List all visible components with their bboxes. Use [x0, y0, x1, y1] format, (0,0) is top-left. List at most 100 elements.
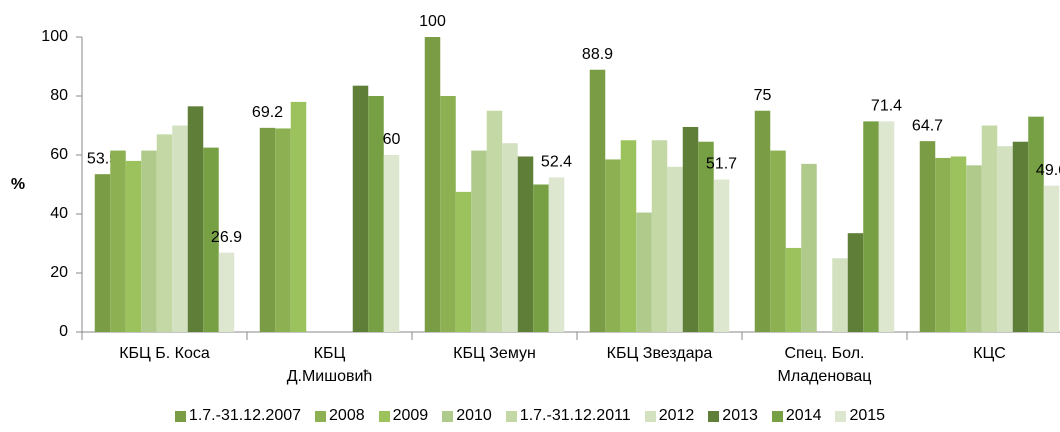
y-axis-label: % [11, 176, 25, 193]
bar [259, 127, 276, 332]
bar [455, 191, 472, 332]
bar [125, 160, 142, 332]
bar [919, 141, 936, 332]
legend-label: 1.7.-31.12.2007 [188, 407, 302, 424]
legend-item: 2015 [835, 407, 885, 425]
data-label: 71.4 [871, 98, 902, 115]
data-label: 64.7 [912, 117, 943, 134]
bar [440, 96, 456, 332]
data-label: 51.7 [706, 156, 737, 173]
bar [486, 110, 503, 332]
bar [620, 140, 637, 332]
bar [533, 184, 549, 332]
legend-swatch [442, 410, 454, 422]
legend-item: 2014 [771, 407, 822, 425]
bar [383, 155, 400, 332]
bar [878, 121, 895, 333]
bar [502, 143, 518, 332]
y-tick-label: 0 [59, 323, 68, 340]
data-label: 52.4 [541, 154, 572, 171]
data-label: 49.6 [1036, 162, 1060, 179]
legend-item: 2013 [708, 407, 758, 425]
legend-label: 2008 [329, 407, 365, 424]
y-tick-label: 40 [50, 205, 68, 222]
legend-swatch [378, 410, 390, 422]
bar [950, 156, 967, 332]
legend-item: 2010 [442, 407, 492, 425]
legend-label: 2009 [392, 407, 429, 424]
x-tick-label: Спец. Бол. Младеновац [777, 345, 872, 385]
bar [997, 146, 1013, 332]
legend-label: 2015 [849, 407, 886, 424]
bar [935, 157, 951, 332]
legend-item: 1.7.-31.12.2007 [174, 407, 302, 425]
bar [770, 150, 786, 332]
data-label: 60 [383, 131, 401, 148]
bar [698, 141, 714, 332]
bar [832, 258, 848, 332]
y-tick-label: 60 [50, 146, 68, 163]
legend-label: 2010 [456, 407, 492, 424]
legend-swatch [835, 410, 847, 422]
data-label: 100 [419, 13, 446, 30]
x-tick-label: КЦС [973, 345, 1006, 362]
bar [981, 125, 998, 332]
bar [275, 128, 291, 332]
legend-label: 2012 [658, 407, 695, 424]
legend-swatch [315, 410, 327, 422]
legend-swatch [708, 410, 720, 422]
bar [424, 37, 441, 332]
bar [94, 174, 111, 332]
bar [1028, 116, 1044, 333]
data-label: 26.9 [211, 229, 242, 246]
legend-item: 2008 [315, 407, 365, 425]
x-tick-label: КБЦ Б. Коса [119, 345, 210, 362]
legend-swatch [644, 410, 656, 422]
bar [172, 125, 188, 332]
bar [863, 121, 879, 333]
bar [110, 150, 126, 332]
y-tick-label: 80 [50, 87, 68, 104]
data-label: 88.9 [582, 46, 613, 63]
x-tick-label: КБЦ Земун [453, 345, 536, 362]
legend-label: 2013 [722, 407, 758, 424]
bar [713, 179, 730, 332]
bar [548, 177, 565, 332]
data-label: 75 [754, 87, 772, 104]
bar [682, 126, 699, 332]
bar [667, 166, 683, 332]
legend-item: 2012 [644, 407, 695, 425]
bar [801, 163, 817, 332]
bar [156, 134, 173, 332]
bar [517, 156, 534, 332]
legend-label: 1.7.-31.12.2011 [519, 407, 631, 424]
bar [966, 165, 982, 332]
legend-item: 1.7.-31.12.2011 [505, 407, 631, 425]
bar [754, 110, 771, 332]
legend-swatch [771, 410, 783, 422]
legend-label: 2014 [785, 407, 822, 424]
bar [589, 69, 606, 333]
legend: 1.7.-31.12.2007 2008 2009 2010 1.7.-31.12.20… [0, 407, 1060, 425]
bar [471, 150, 487, 332]
bar [605, 159, 621, 332]
x-tick-label: КБЦ Звездара [606, 345, 713, 362]
bar [187, 106, 204, 332]
bar [1043, 185, 1060, 332]
bar [847, 233, 864, 332]
bar [290, 101, 307, 333]
legend-swatch [505, 410, 517, 422]
y-tick-label: 20 [50, 264, 68, 281]
bar [352, 85, 369, 332]
y-tick-label: 100 [41, 28, 68, 45]
bar [785, 247, 802, 332]
data-label: 69.2 [252, 104, 283, 121]
bar [141, 150, 157, 332]
bar [368, 96, 384, 332]
bar [203, 147, 219, 332]
legend-swatch [174, 410, 186, 422]
bar [1012, 141, 1029, 332]
bar [651, 140, 668, 332]
